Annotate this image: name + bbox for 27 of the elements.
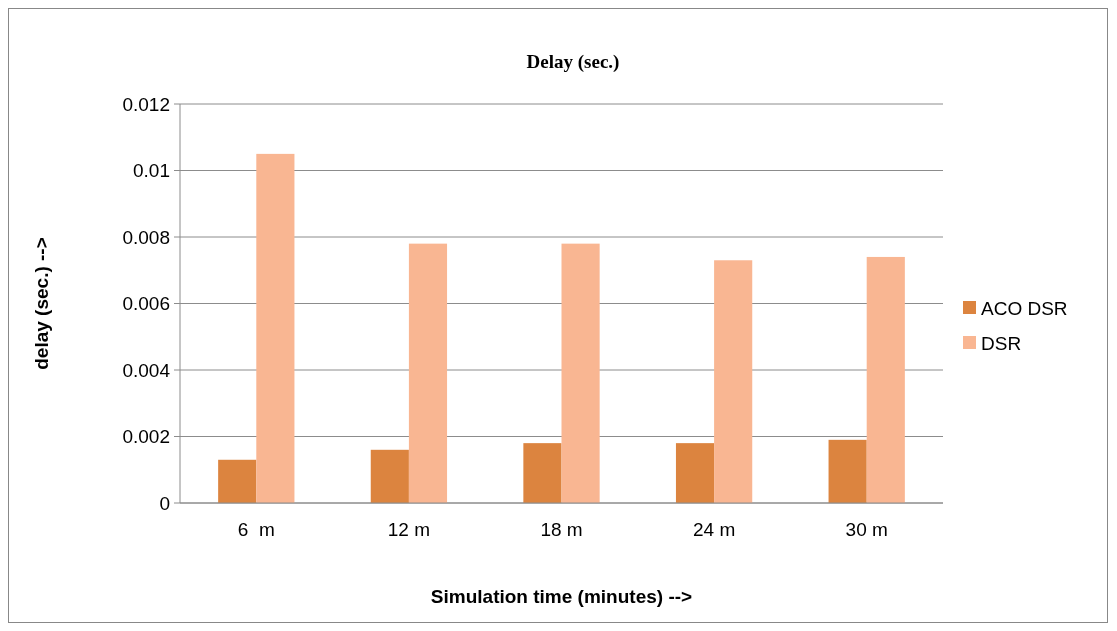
x-axis-title: Simulation time (minutes) --> bbox=[430, 586, 693, 607]
bar bbox=[561, 243, 600, 503]
x-tick-label: 12 m bbox=[387, 519, 431, 540]
x-tick-label: 18 m bbox=[540, 519, 583, 540]
y-tick-label: 0.008 bbox=[122, 226, 170, 248]
x-tick-label: 6 m bbox=[237, 519, 275, 540]
bar bbox=[256, 153, 295, 503]
bar bbox=[714, 260, 753, 503]
chart-title: Delay (sec.) bbox=[526, 51, 620, 73]
bar bbox=[218, 459, 257, 503]
bar bbox=[370, 449, 409, 503]
bar bbox=[866, 256, 905, 503]
y-tick-label: 0 bbox=[159, 492, 170, 514]
y-tick-label: 0.012 bbox=[122, 93, 170, 115]
bar bbox=[408, 243, 448, 503]
x-tick-label: 30 m bbox=[845, 519, 888, 540]
y-axis-title: delay (sec.) --> bbox=[31, 237, 52, 370]
y-tick-label: 0.006 bbox=[122, 293, 170, 315]
y-tick-label: 0.004 bbox=[122, 359, 171, 381]
x-tick-label: 24 m bbox=[692, 519, 736, 540]
legend-label: DSR bbox=[981, 332, 1022, 354]
legend-label: ACO DSR bbox=[981, 297, 1068, 319]
bar bbox=[523, 443, 562, 503]
bar bbox=[828, 439, 867, 503]
y-tick-label: 0.002 bbox=[122, 426, 170, 448]
y-tick-label: 0.01 bbox=[133, 160, 170, 182]
bar bbox=[675, 443, 715, 503]
